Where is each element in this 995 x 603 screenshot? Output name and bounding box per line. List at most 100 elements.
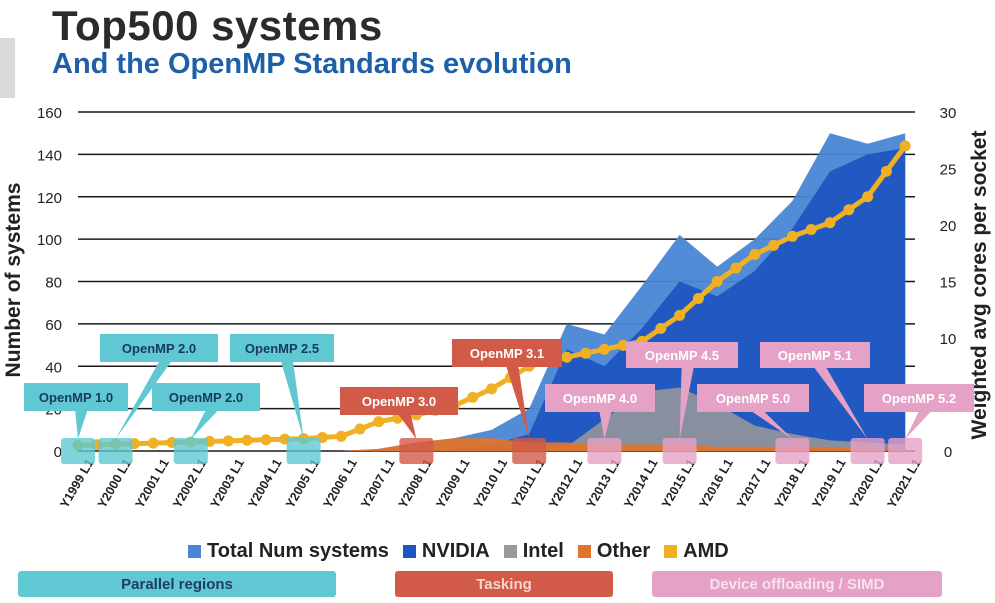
chart-legend: Total Num systems NVIDIA Intel Other AMD — [188, 540, 729, 563]
callout-pointer — [814, 368, 868, 439]
callout-label: OpenMP 4.5 — [645, 348, 719, 363]
callout-pointer — [752, 412, 793, 439]
x-tick-label: Y2008 L1 — [396, 456, 435, 510]
amd-point — [805, 224, 817, 236]
callout-label: OpenMP 5.0 — [716, 391, 790, 406]
amd-point — [862, 191, 874, 203]
x-tick-label: Y2019 L1 — [809, 456, 848, 510]
x-tick-label: Y2007 L1 — [358, 456, 397, 510]
callout-box — [152, 383, 260, 411]
callout-label: OpenMP 4.0 — [563, 391, 637, 406]
callout-box — [626, 342, 738, 368]
x-tick-label: Y2011 L1 — [509, 456, 548, 509]
callout-label: OpenMP 5.2 — [882, 391, 956, 406]
y2-tick-label: 15 — [940, 275, 957, 292]
callout-box — [697, 384, 809, 412]
amd-point — [674, 309, 686, 321]
callout-pointer — [398, 415, 417, 439]
version-marker — [61, 438, 95, 464]
y2-tick-label: 30 — [940, 105, 957, 122]
amd-point — [354, 423, 366, 435]
legend-label: Total Num systems — [207, 540, 389, 562]
legend-swatch — [503, 545, 517, 558]
version-marker — [399, 438, 434, 464]
x-tick-label: Y2010 L1 — [471, 456, 510, 510]
callout-pointer — [115, 362, 171, 439]
amd-point — [843, 204, 855, 216]
version-marker — [888, 438, 923, 464]
legend-item-total: Total Num systems — [188, 540, 389, 563]
callout-label: OpenMP 3.1 — [470, 346, 544, 361]
version-marker — [850, 438, 885, 464]
callout-pointer — [679, 368, 694, 439]
amd-point — [467, 391, 479, 403]
x-tick-label: Y2016 L1 — [697, 456, 736, 510]
amd-point — [147, 437, 159, 449]
amd-point — [617, 339, 629, 351]
amd-point — [899, 140, 911, 152]
amd-point — [730, 262, 742, 274]
x-tick-label: Y2000 L1 — [95, 456, 134, 510]
left-edge-stripe — [0, 38, 15, 98]
amd-point — [373, 416, 385, 428]
callout-pointer — [599, 412, 612, 439]
legend-label: AMD — [683, 540, 729, 562]
y2-tick-label: 20 — [940, 218, 957, 235]
amd-point — [655, 322, 667, 334]
legend-item-intel: Intel — [503, 540, 564, 563]
tasking-bar: Tasking — [395, 571, 613, 597]
version-marker — [98, 438, 133, 464]
amd-point — [486, 383, 498, 395]
parallel-regions-bar: Parallel regions — [18, 571, 336, 597]
page-title: Top500 systems — [52, 2, 383, 49]
amd-point — [749, 248, 761, 260]
version-marker — [173, 438, 208, 464]
y-tick-label: 100 — [37, 232, 62, 249]
legend-label: NVIDIA — [421, 540, 490, 562]
y-tick-label: 160 — [37, 105, 62, 122]
legend-swatch — [188, 545, 201, 558]
x-tick-label: Y2012 L1 — [546, 456, 585, 510]
callout-box — [545, 384, 655, 412]
callout-box — [864, 384, 974, 412]
x-tick-label: Y2015 L1 — [659, 456, 698, 510]
x-tick-label: Y2002 L1 — [170, 456, 209, 510]
amd-point — [824, 217, 836, 229]
x-tick-label: Y2001 L1 — [133, 456, 172, 510]
legend-item-nvidia: NVIDIA — [402, 540, 490, 563]
callout-pointer — [190, 411, 218, 439]
x-tick-label: Y2006 L1 — [321, 456, 360, 510]
area-nvidia — [78, 148, 906, 452]
amd-point — [241, 434, 253, 446]
version-marker — [587, 438, 622, 464]
x-tick-label: Y2014 L1 — [621, 456, 660, 510]
version-marker — [662, 438, 697, 464]
callout-pointer — [75, 411, 88, 439]
x-tick-label: Y2021 L1 — [885, 456, 924, 510]
y2-tick-label: 10 — [940, 331, 957, 348]
amd-point — [711, 276, 723, 287]
x-tick-label: Y2020 L1 — [847, 456, 886, 510]
x-tick-label: Y2003 L1 — [208, 456, 247, 510]
callout-box — [340, 387, 458, 415]
amd-point — [335, 430, 347, 442]
amd-point — [222, 435, 234, 447]
amd-point — [598, 343, 610, 355]
callout-box — [100, 334, 218, 362]
legend-item-amd: AMD — [664, 540, 729, 563]
amd-point — [260, 434, 272, 446]
callout-pointer — [506, 367, 530, 439]
callout-box — [760, 342, 870, 368]
callout-label: OpenMP 2.5 — [245, 341, 319, 356]
callout-label: OpenMP 3.0 — [362, 394, 436, 409]
y-tick-label: 80 — [45, 275, 62, 292]
amd-point — [786, 230, 798, 242]
y2-axis-title: Weighted avg cores per socket — [968, 131, 991, 440]
amd-point — [692, 292, 704, 304]
callout-box — [230, 334, 334, 362]
x-tick-label: Y2005 L1 — [283, 456, 322, 510]
legend-item-other: Other — [577, 540, 650, 563]
callout-pointer — [281, 362, 304, 439]
x-tick-label: Y2017 L1 — [734, 456, 773, 510]
